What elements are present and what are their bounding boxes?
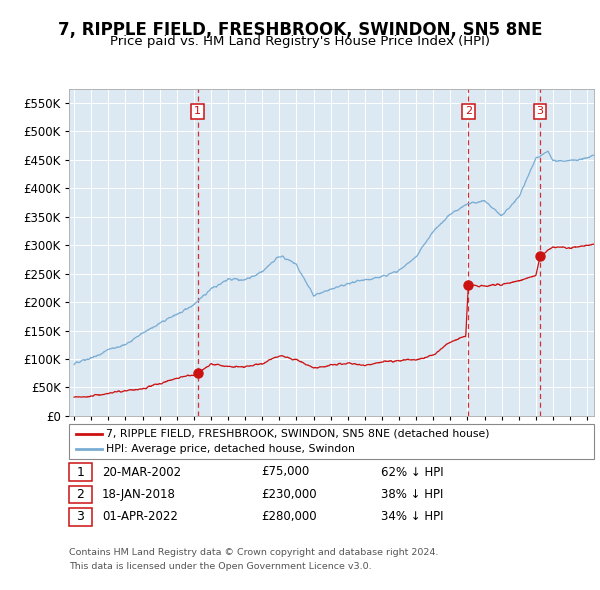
- Text: 7, RIPPLE FIELD, FRESHBROOK, SWINDON, SN5 8NE (detached house): 7, RIPPLE FIELD, FRESHBROOK, SWINDON, SN…: [106, 428, 490, 438]
- Text: 18-JAN-2018: 18-JAN-2018: [102, 488, 176, 501]
- Text: 3: 3: [536, 106, 544, 116]
- Text: 1: 1: [194, 106, 201, 116]
- Text: 7, RIPPLE FIELD, FRESHBROOK, SWINDON, SN5 8NE: 7, RIPPLE FIELD, FRESHBROOK, SWINDON, SN…: [58, 21, 542, 39]
- Text: £230,000: £230,000: [261, 488, 317, 501]
- Text: 34% ↓ HPI: 34% ↓ HPI: [381, 510, 443, 523]
- Text: 62% ↓ HPI: 62% ↓ HPI: [381, 466, 443, 478]
- Text: £75,000: £75,000: [261, 466, 309, 478]
- Text: Contains HM Land Registry data © Crown copyright and database right 2024.: Contains HM Land Registry data © Crown c…: [69, 548, 439, 556]
- Text: 2: 2: [465, 106, 472, 116]
- Text: £280,000: £280,000: [261, 510, 317, 523]
- Text: This data is licensed under the Open Government Licence v3.0.: This data is licensed under the Open Gov…: [69, 562, 371, 571]
- Text: 1: 1: [76, 466, 85, 478]
- Text: 2: 2: [76, 488, 85, 501]
- Text: 20-MAR-2002: 20-MAR-2002: [102, 466, 181, 478]
- Text: Price paid vs. HM Land Registry's House Price Index (HPI): Price paid vs. HM Land Registry's House …: [110, 35, 490, 48]
- Text: 38% ↓ HPI: 38% ↓ HPI: [381, 488, 443, 501]
- Text: HPI: Average price, detached house, Swindon: HPI: Average price, detached house, Swin…: [106, 444, 355, 454]
- Text: 3: 3: [76, 510, 85, 523]
- Text: 01-APR-2022: 01-APR-2022: [102, 510, 178, 523]
